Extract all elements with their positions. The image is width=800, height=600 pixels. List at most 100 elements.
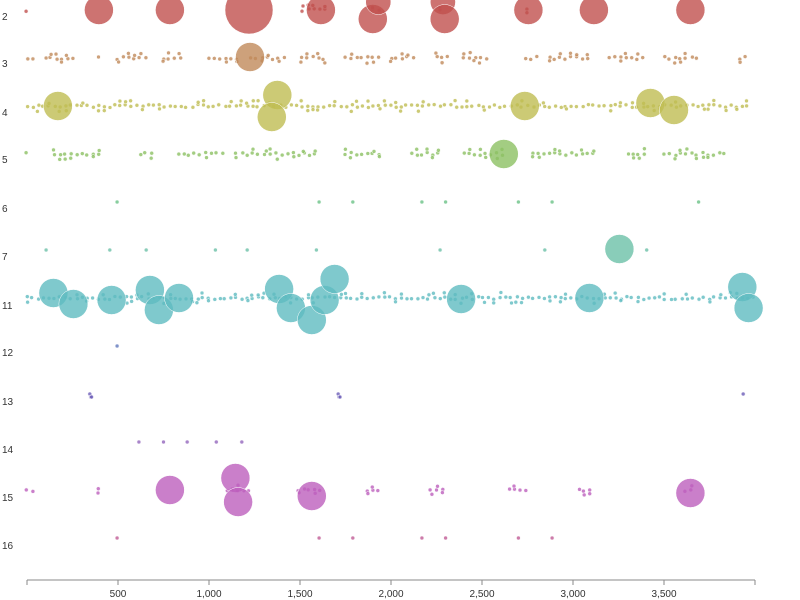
data-point — [349, 51, 354, 57]
data-point — [541, 100, 546, 106]
data-point — [354, 99, 359, 104]
data-point — [438, 296, 443, 301]
data-point — [375, 488, 381, 493]
data-point — [388, 59, 393, 64]
x-tick-label: 2,500 — [469, 589, 494, 600]
data-point — [179, 104, 184, 109]
data-point — [201, 102, 206, 108]
data-point — [212, 56, 217, 61]
data-point — [683, 151, 688, 157]
data-point — [558, 51, 563, 57]
data-point — [80, 100, 86, 106]
data-point — [59, 59, 64, 65]
data-point — [30, 56, 36, 62]
data-point — [530, 296, 535, 301]
data-point — [316, 199, 322, 205]
data-point — [123, 99, 128, 105]
data-point — [442, 294, 448, 300]
data-point — [117, 98, 123, 104]
data-point — [228, 295, 234, 301]
data-point — [433, 50, 439, 56]
data-point — [678, 59, 683, 65]
data-point — [213, 247, 218, 253]
data-point — [547, 151, 552, 156]
data-point — [568, 51, 573, 56]
data-point — [640, 55, 645, 60]
data-point — [191, 150, 196, 156]
data-point — [126, 51, 131, 56]
data-point — [587, 491, 592, 496]
data-point — [25, 56, 31, 62]
bubble-point — [223, 487, 253, 517]
data-point — [629, 55, 634, 60]
y-axis-labels: 2 3 4 5 6 7 11 12 13 14 15 16 — [2, 12, 14, 552]
bubble-point — [604, 234, 635, 264]
data-point — [608, 108, 613, 114]
data-point — [559, 105, 564, 110]
data-point — [126, 54, 132, 60]
data-point — [382, 294, 388, 300]
data-point — [58, 152, 63, 157]
data-point — [250, 146, 256, 152]
data-point — [349, 109, 354, 114]
data-point — [445, 54, 450, 59]
data-point — [196, 152, 202, 158]
data-point — [542, 296, 547, 301]
data-point — [705, 155, 711, 160]
data-point — [430, 155, 435, 160]
data-point — [350, 102, 355, 107]
data-point — [239, 297, 245, 302]
data-point — [370, 484, 375, 490]
y-tick-label: 6 — [2, 204, 8, 215]
data-point — [577, 487, 582, 492]
data-point — [54, 56, 60, 62]
y-tick-label: 3 — [2, 59, 8, 70]
data-point — [321, 104, 326, 110]
y-tick-label: 4 — [2, 108, 8, 119]
bubble-point — [43, 91, 73, 121]
data-point — [300, 3, 306, 9]
data-point — [497, 105, 503, 110]
data-point — [541, 151, 547, 157]
data-point — [359, 291, 365, 296]
data-point — [43, 247, 49, 253]
data-point — [343, 147, 348, 152]
data-point — [74, 152, 80, 157]
data-point — [558, 299, 563, 305]
data-point — [711, 98, 717, 103]
data-point — [737, 60, 743, 65]
data-point — [52, 152, 57, 157]
x-tick-label: 1,000 — [196, 589, 221, 600]
data-point — [307, 153, 312, 158]
data-point — [591, 148, 597, 154]
bubble-point — [513, 0, 544, 25]
data-point — [220, 151, 226, 156]
data-point — [568, 295, 574, 301]
data-point — [25, 104, 30, 109]
data-point — [339, 104, 344, 109]
data-point — [528, 57, 533, 62]
data-point — [306, 292, 311, 298]
bubble-point — [306, 0, 336, 25]
data-point — [429, 492, 435, 497]
data-point — [84, 103, 90, 108]
data-point — [224, 59, 229, 65]
data-point — [701, 155, 706, 160]
data-point — [608, 295, 613, 301]
data-point — [672, 60, 677, 66]
data-point — [431, 291, 436, 296]
data-point — [700, 102, 706, 108]
data-point — [267, 151, 273, 157]
data-point — [564, 106, 569, 112]
data-point — [547, 54, 553, 60]
bubble-point — [224, 0, 274, 35]
data-point — [312, 148, 318, 154]
data-point — [350, 199, 356, 205]
data-point — [96, 148, 102, 153]
data-point — [568, 104, 574, 109]
data-point — [623, 102, 629, 108]
data-point — [717, 103, 723, 109]
data-point — [553, 294, 558, 299]
data-point — [442, 102, 447, 108]
x-tick-label: 3,000 — [560, 589, 585, 600]
